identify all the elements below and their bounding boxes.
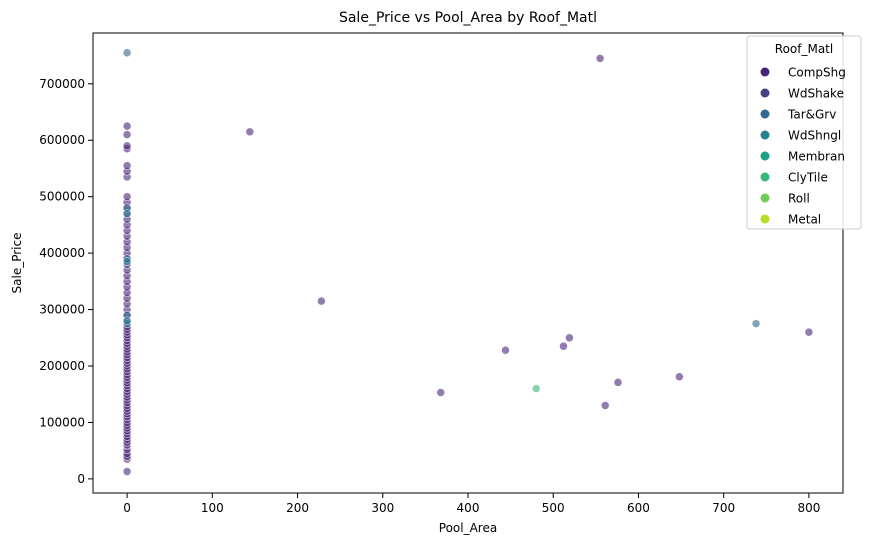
legend-label: CompShg [788, 66, 846, 80]
legend-label: ClyTile [788, 171, 828, 185]
scatter-point [122, 121, 132, 131]
y-tick-label: 500000 [39, 190, 85, 204]
scatter-point [751, 319, 761, 328]
x-tick-label: 0 [123, 501, 131, 515]
x-axis: 0 100 200 300 400 500 600 700 800 [123, 493, 820, 515]
scatter-point [559, 341, 568, 351]
y-tick-label: 100000 [39, 415, 85, 429]
scatter-point [122, 209, 132, 218]
chart-title: Sale_Price vs Pool_Area by Roof_Matl [339, 10, 597, 26]
x-tick-label: 300 [371, 501, 394, 515]
y-axis: 0 100000 200000 300000 400000 500000 600000 700… [39, 77, 93, 486]
legend-marker [760, 67, 770, 77]
x-tick-label: 800 [797, 501, 820, 515]
scatter-point [501, 345, 510, 355]
legend-marker [760, 214, 770, 224]
scatter-point [317, 296, 326, 306]
x-tick-label: 400 [457, 501, 480, 515]
x-tick-label: 200 [286, 501, 309, 515]
legend-marker [760, 109, 770, 119]
y-tick-label: 600000 [39, 133, 85, 147]
legend-label: Membran [788, 150, 845, 164]
scatter-point [122, 192, 132, 201]
legend-label: Metal [788, 213, 821, 227]
y-tick-label: 0 [77, 472, 85, 486]
legend-title: Roof_Matl [775, 42, 833, 56]
scatter-point [122, 316, 132, 326]
y-tick-label: 400000 [39, 246, 85, 260]
x-tick-label: 700 [712, 501, 735, 515]
x-tick-label: 500 [542, 501, 565, 515]
y-tick-label: 300000 [39, 303, 85, 317]
legend: Roof_Matl CompShg WdShake Tar&Grv WdShngl Me… [746, 35, 862, 230]
legend-box [746, 35, 862, 230]
scatter-point [600, 401, 610, 410]
y-tick-label: 700000 [39, 77, 85, 91]
scatter-point [122, 130, 132, 139]
scatter-point [804, 327, 814, 337]
scatter-point [245, 127, 255, 137]
scatter-point [675, 372, 684, 382]
scatter-point [122, 467, 132, 476]
legend-label: Roll [788, 192, 810, 206]
scatter-point [122, 161, 132, 170]
plot-frame [92, 32, 844, 494]
scatter-point [122, 257, 132, 266]
scatter-point [531, 384, 541, 393]
scatter-point [122, 48, 132, 58]
legend-marker [760, 151, 770, 161]
scatter-point [565, 333, 574, 343]
scatter-point [613, 378, 623, 387]
points-layer [122, 48, 814, 476]
legend-marker [760, 130, 770, 140]
legend-marker [760, 193, 770, 203]
scatter-point [122, 141, 132, 151]
legend-label: WdShngl [788, 129, 841, 143]
legend-marker [760, 172, 770, 182]
legend-label: WdShake [788, 87, 844, 101]
y-tick-label: 200000 [39, 359, 85, 373]
legend-label: Tar&Grv [787, 108, 836, 122]
scatter-point [595, 54, 605, 63]
x-tick-label: 100 [201, 501, 224, 515]
x-axis-label: Pool_Area [439, 521, 497, 535]
y-axis-label: Sale_Price [10, 233, 24, 294]
x-tick-label: 600 [627, 501, 650, 515]
legend-marker [760, 88, 770, 98]
scatter-point [436, 388, 446, 397]
